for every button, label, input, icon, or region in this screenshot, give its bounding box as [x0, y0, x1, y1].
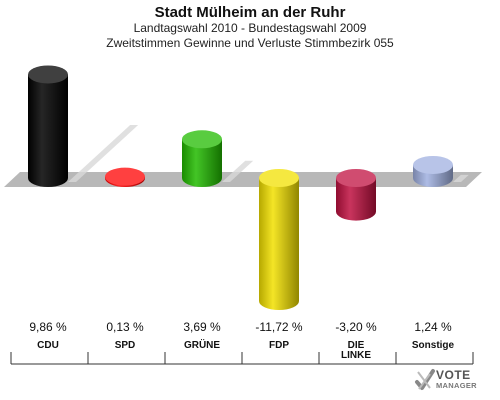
- category-label-spd: SPD: [115, 340, 136, 351]
- value-label-cdu: 9,86 %: [29, 320, 67, 334]
- value-label-sonstige: 1,24 %: [414, 320, 452, 334]
- bar-shadow-gr-ne: [222, 160, 254, 182]
- chart-title: Stadt Mülheim an der Ruhr: [154, 4, 346, 21]
- logo-text-manager: MANAGER: [436, 381, 477, 390]
- bar-shadow-sonstige: [453, 174, 469, 182]
- category-label-die-linke-line2: LINKE: [341, 350, 371, 361]
- category-label-fdp: FDP: [269, 340, 289, 351]
- category-label-sonstige: Sonstige: [412, 340, 455, 351]
- bar-cdu: [28, 65, 68, 187]
- logo-text-vote: VOTE: [436, 368, 471, 382]
- value-label-die-linke: -3,20 %: [335, 320, 377, 334]
- bar-die-linke: [336, 169, 376, 221]
- checkmark-x-icon: [415, 369, 435, 390]
- bar-sonstige: [413, 155, 453, 187]
- bar-grüne: [182, 130, 222, 187]
- bar-spd: [105, 167, 145, 187]
- bar-shadow-cdu: [68, 125, 139, 182]
- category-label-cdu: CDU: [37, 340, 59, 351]
- chart-subtitle-2: Zweitstimmen Gewinne und Verluste Stimmb…: [106, 36, 394, 50]
- value-label-fdp: -11,72 %: [255, 320, 302, 334]
- chart-header: Stadt Mülheim an der Ruhr Landtagswahl 2…: [0, 0, 500, 51]
- bar-fdp: [259, 169, 299, 311]
- value-label-grüne: 3,69 %: [183, 320, 221, 334]
- value-label-spd: 0,13 %: [106, 320, 144, 334]
- category-label-grüne: GRÜNE: [184, 338, 220, 351]
- vote-manager-logo: VOTE MANAGER: [412, 366, 492, 396]
- category-label-die-linke-line1: DIE: [348, 340, 365, 351]
- chart-subtitle-1: Landtagswahl 2010 - Bundestagswahl 2009: [133, 21, 367, 35]
